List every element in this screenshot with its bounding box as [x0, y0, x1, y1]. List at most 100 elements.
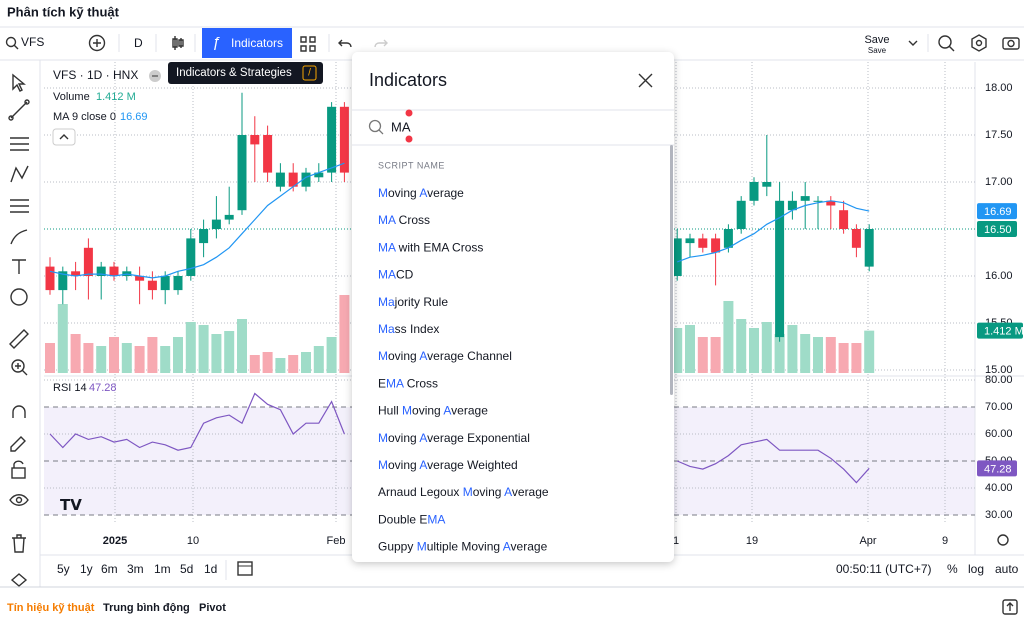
timeframe[interactable]: 5d	[180, 562, 193, 576]
interval[interactable]: D	[134, 36, 143, 50]
candle-body	[698, 238, 708, 248]
indicator-item[interactable]: MA with EMA Cross	[378, 241, 483, 255]
indicator-item[interactable]: Moving Average Channel	[378, 349, 512, 363]
pattern-tool[interactable]	[10, 165, 29, 183]
legend-ma-value: 16.69	[120, 111, 148, 123]
indicator-item[interactable]: Mass Index	[378, 322, 439, 336]
brush-tool[interactable]	[10, 229, 28, 245]
scrollbar[interactable]	[670, 145, 673, 395]
volume-bar	[109, 337, 119, 373]
measure-tool[interactable]	[9, 329, 29, 349]
candle-body	[211, 219, 221, 229]
visibility-tool[interactable]	[9, 494, 29, 506]
alert[interactable]	[938, 35, 952, 49]
indicator-item[interactable]: Double EMA	[378, 513, 445, 527]
collapse-legend[interactable]	[52, 128, 76, 146]
zoom-tool[interactable]	[11, 359, 25, 373]
candle-body	[160, 276, 170, 291]
percent-toggle[interactable]: %	[947, 562, 958, 576]
lock-draw-tool[interactable]	[10, 436, 26, 452]
price-tag	[977, 460, 1017, 477]
timeframe[interactable]: 6m	[101, 562, 118, 576]
x-tick-label: 10	[187, 535, 199, 547]
save[interactable]: Save	[864, 34, 889, 46]
volume-bar	[838, 343, 849, 373]
indicator-item[interactable]: EMA Cross	[378, 377, 438, 391]
chart-settings[interactable]	[997, 534, 1009, 546]
close-dialog[interactable]	[638, 73, 653, 88]
settings[interactable]	[971, 34, 987, 52]
magnet-tool[interactable]	[12, 405, 26, 418]
ma-line	[49, 162, 870, 279]
indicator-item[interactable]: Majority Rule	[378, 295, 448, 309]
price-pane	[44, 92, 975, 373]
tooltip-key: /	[308, 68, 311, 79]
footer-tab[interactable]: Pivot	[199, 602, 226, 614]
timeframe[interactable]: 1d	[204, 562, 217, 576]
projection-tool[interactable]	[10, 199, 29, 213]
candle-body	[762, 182, 772, 187]
indicator-item[interactable]: MA Cross	[378, 213, 430, 227]
chart-type[interactable]	[172, 36, 184, 50]
price-tag-label: 1.412 M	[984, 326, 1024, 338]
symbol[interactable]: VFS	[21, 35, 44, 49]
timeframe[interactable]: 1y	[80, 562, 93, 576]
save-sub: Save	[868, 46, 887, 55]
volume-bar	[288, 355, 299, 373]
footer-tab[interactable]: Tín hiệu kỹ thuật	[7, 602, 95, 614]
favorites-tool[interactable]	[10, 573, 28, 587]
volume-bar	[710, 337, 721, 373]
trend-line-tool[interactable]	[10, 101, 28, 119]
scroll-top[interactable]	[1002, 599, 1018, 615]
indicator-item[interactable]: Arnaud Legoux Moving Average	[378, 485, 549, 499]
volume-bar	[761, 322, 772, 373]
rsi-pane	[49, 392, 870, 484]
trash-tool[interactable]	[12, 534, 26, 553]
price-tag-label: 16.69	[984, 206, 1012, 218]
auto-toggle[interactable]: auto	[995, 562, 1019, 576]
page-title: Phân tích kỹ thuật	[7, 4, 120, 19]
cursor-tool[interactable]	[12, 73, 26, 92]
footer-tab[interactable]: Trung bình động	[103, 602, 190, 614]
volume-bar	[185, 322, 196, 373]
indicator-item[interactable]: Moving Average Weighted	[378, 458, 518, 472]
fib-tool[interactable]	[10, 137, 29, 151]
y-tick-label: 16.00	[985, 270, 1013, 282]
icon-tool[interactable]	[10, 288, 28, 306]
search-icon	[368, 119, 382, 133]
lock-tool[interactable]	[11, 467, 26, 479]
volume-bar	[339, 295, 350, 373]
save-menu[interactable]	[908, 40, 918, 46]
snapshot[interactable]	[1002, 37, 1020, 50]
candle-body	[199, 229, 209, 244]
volume-bar	[672, 328, 683, 373]
date-range[interactable]	[237, 561, 253, 576]
rsi-tick-label: 40.00	[985, 482, 1013, 494]
layouts[interactable]	[300, 36, 316, 52]
add-symbol[interactable]	[88, 34, 106, 52]
drawing-tools	[8, 73, 30, 587]
indicator-item[interactable]: Hull Moving Average	[378, 404, 488, 418]
volume-bar	[326, 337, 337, 373]
caret-top	[405, 109, 413, 117]
candle-body	[288, 172, 298, 187]
text-tool[interactable]	[12, 259, 26, 274]
undo[interactable]	[338, 39, 352, 48]
timeframe[interactable]: 5y	[57, 562, 70, 576]
legend-symbol: VFS · 1D · HNX	[53, 68, 138, 82]
timeframe[interactable]: 1m	[154, 562, 171, 576]
volume-bar	[685, 325, 695, 373]
indicators-button[interactable]	[202, 28, 292, 58]
indicator-item[interactable]: Moving Average Exponential	[378, 431, 530, 445]
log-toggle[interactable]: log	[968, 562, 984, 576]
timeframe[interactable]: 3m	[127, 562, 144, 576]
indicator-item[interactable]: Guppy Multiple Moving Average	[378, 540, 548, 554]
indicator-item[interactable]: MACD	[378, 268, 414, 282]
price-tag	[977, 221, 1017, 237]
candle-body	[275, 172, 285, 187]
caret-bottom	[405, 135, 413, 143]
search-input[interactable]: MA	[391, 119, 411, 134]
indicator-item[interactable]: Moving Average	[378, 186, 464, 200]
rsi-tick-label: 60.00	[985, 428, 1013, 440]
indicators-label[interactable]: Indicators	[231, 36, 283, 50]
